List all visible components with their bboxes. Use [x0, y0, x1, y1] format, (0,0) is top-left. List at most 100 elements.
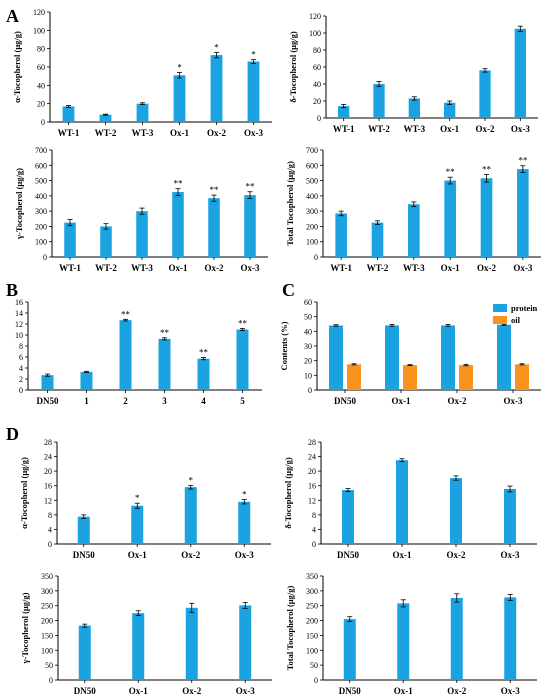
- y-tick-label: 40: [37, 81, 45, 90]
- x-tick-label: WT-3: [403, 263, 425, 273]
- y-tick-label: 700: [35, 146, 47, 155]
- y-axis-label: Contents (%): [279, 321, 289, 370]
- significance-marker: **: [199, 348, 209, 358]
- bar: [497, 324, 511, 390]
- significance-marker: *: [251, 50, 256, 60]
- x-tick-label: Ox-3: [235, 550, 254, 560]
- chart-d1: D 0 4 8 12 16 20 24 28 α-Tocopherol (μg/g) DN50 Ox-…: [6, 424, 271, 560]
- x-tick-label: WT-2: [368, 124, 390, 134]
- legend-label: protein: [511, 303, 538, 313]
- x-tick-label: Ox-2: [182, 686, 201, 696]
- x-tick-label: Ox-2: [447, 686, 466, 696]
- y-tick-label: 50: [304, 313, 312, 322]
- bar: [78, 625, 91, 680]
- y-tick-label: 24: [308, 453, 316, 462]
- y-tick-label: 120: [309, 12, 321, 21]
- y-axis-label: α-Tocopherol (μg/g): [19, 457, 29, 529]
- y-tick-label: 600: [306, 161, 318, 170]
- bar: [335, 213, 347, 257]
- y-tick-label: 4: [19, 364, 23, 373]
- y-tick-label: 12: [44, 496, 52, 505]
- y-tick-label: 0: [43, 253, 47, 262]
- bar: [444, 180, 456, 257]
- y-tick-label: 400: [306, 192, 318, 201]
- y-tick-label: 0: [49, 676, 53, 685]
- chart-d4: 0 50 100 150 200 250 300 350 Total Tocopherol (μ…: [285, 572, 537, 696]
- y-tick-label: 150: [41, 631, 53, 640]
- x-tick-label: Ox-2: [205, 263, 224, 273]
- x-tick-label: DN50: [337, 550, 359, 560]
- significance-marker: **: [160, 328, 170, 338]
- y-tick-label: 0: [312, 540, 316, 549]
- bar: [185, 607, 198, 680]
- x-tick-label: WT-2: [95, 263, 117, 273]
- x-tick-label: Ox-2: [181, 550, 200, 560]
- bar: [208, 198, 220, 257]
- x-tick-label: Ox-2: [207, 128, 226, 138]
- significance-marker: *: [189, 475, 194, 485]
- y-tick-label: 8: [312, 511, 316, 520]
- y-tick-label: 350: [306, 572, 318, 581]
- bar: [41, 375, 54, 390]
- legend-label: oil: [511, 315, 521, 325]
- y-tick-label: 400: [35, 192, 47, 201]
- x-tick-label: Ox-3: [244, 128, 263, 138]
- chart-a3: 0 100 200 300 400 500 600 700 γ-Tocopherol (μg/g…: [14, 146, 268, 273]
- y-axis-label: Total Tocopherol (μg/g): [285, 161, 295, 246]
- y-tick-label: 20: [308, 467, 316, 476]
- bar: [450, 597, 463, 680]
- bar: [396, 460, 408, 544]
- bar: [515, 364, 529, 390]
- y-tick-label: 120: [33, 8, 45, 17]
- bar: [517, 169, 529, 257]
- x-tick-label: WT-1: [58, 128, 80, 138]
- bar: [99, 114, 112, 122]
- bar: [172, 192, 184, 257]
- bar: [132, 613, 145, 680]
- x-tick-label: Ox-2: [476, 124, 495, 134]
- bar: [131, 505, 144, 544]
- significance-marker: **: [174, 179, 184, 189]
- y-tick-label: 0: [48, 540, 52, 549]
- y-axis-label: Total Tocopherol (μg/g): [285, 586, 295, 671]
- x-tick-label: Ox-3: [241, 263, 260, 273]
- significance-marker: **: [210, 185, 220, 195]
- y-tick-label: 700: [306, 146, 318, 155]
- bar: [397, 603, 410, 680]
- bar: [244, 195, 256, 257]
- y-tick-label: 20: [313, 97, 321, 106]
- bar: [450, 478, 462, 544]
- bar: [444, 102, 456, 118]
- y-tick-label: 40: [313, 80, 321, 89]
- y-tick-label: 20: [44, 467, 52, 476]
- bar: [236, 329, 249, 390]
- x-tick-label: WT-2: [95, 128, 117, 138]
- bar: [136, 103, 149, 122]
- panel-letter: B: [6, 280, 18, 300]
- y-tick-label: 60: [313, 63, 321, 72]
- x-tick-label: WT-1: [330, 263, 352, 273]
- bar: [77, 516, 90, 544]
- y-tick-label: 28: [44, 438, 52, 447]
- significance-marker: **: [446, 167, 456, 177]
- significance-marker: *: [177, 63, 182, 73]
- y-tick-label: 4: [48, 525, 52, 534]
- significance-marker: *: [242, 490, 247, 500]
- x-tick-label: Ox-1: [394, 686, 413, 696]
- y-tick-label: 0: [41, 118, 45, 127]
- y-axis-label: α-Tocopherol (μg/g): [12, 31, 22, 103]
- y-tick-label: 16: [308, 482, 316, 491]
- y-axis-label: γ-Tocopherol (μg/g): [20, 592, 30, 664]
- y-tick-label: 100: [309, 29, 321, 38]
- bar: [504, 488, 516, 544]
- bar: [408, 98, 420, 118]
- y-tick-label: 100: [41, 646, 53, 655]
- x-tick-label: 4: [201, 396, 206, 406]
- y-tick-label: 0: [308, 386, 312, 395]
- y-tick-label: 0: [314, 253, 318, 262]
- y-tick-label: 100: [35, 238, 47, 247]
- x-tick-label: Ox-3: [501, 550, 520, 560]
- x-tick-label: Ox-3: [513, 263, 532, 273]
- significance-marker: **: [518, 156, 528, 166]
